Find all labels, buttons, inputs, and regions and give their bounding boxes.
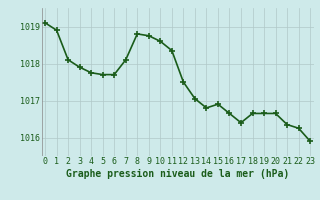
X-axis label: Graphe pression niveau de la mer (hPa): Graphe pression niveau de la mer (hPa) [66, 169, 289, 179]
